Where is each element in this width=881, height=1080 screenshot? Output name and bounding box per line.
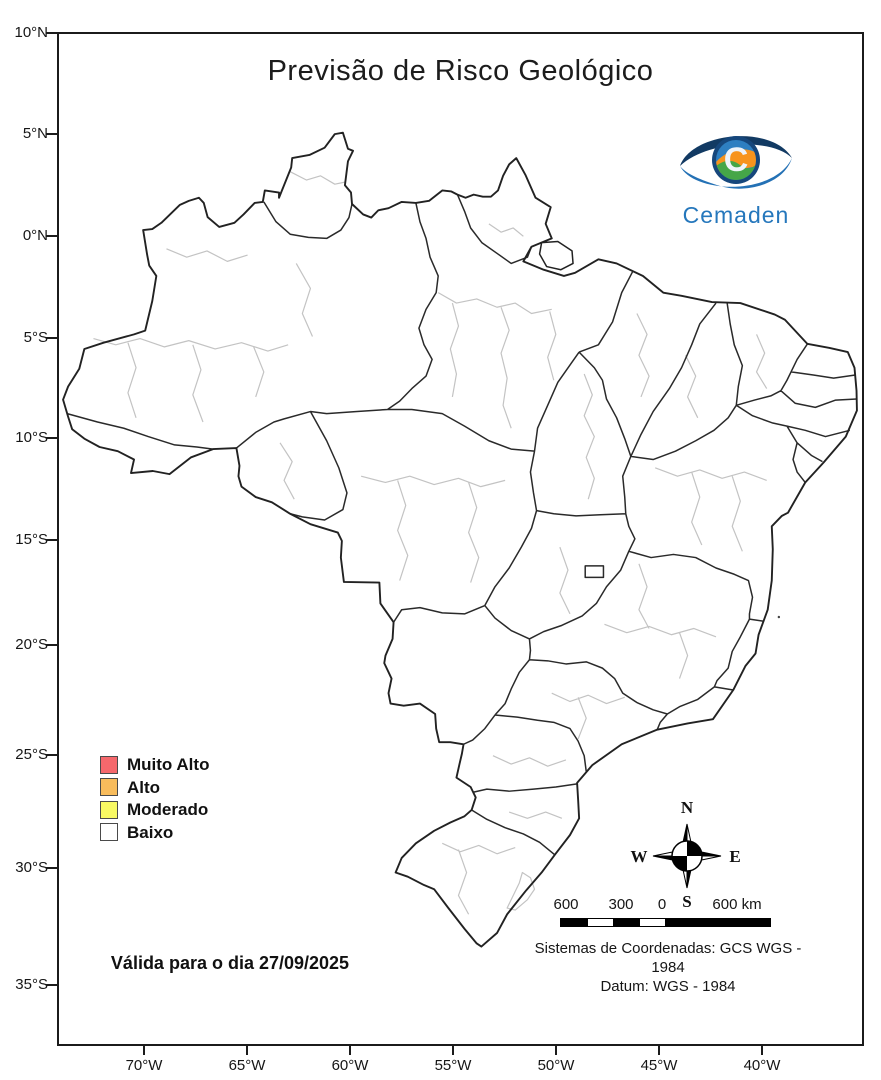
lat-tick xyxy=(46,437,57,439)
alto-label: Alto xyxy=(127,777,161,797)
lat-tick xyxy=(46,539,57,541)
lon-tick xyxy=(143,1046,145,1055)
moderado-label: Moderado xyxy=(127,800,209,819)
cemaden-logo-text: Cemaden xyxy=(682,202,790,228)
compass-w: W xyxy=(630,847,648,866)
datum-line: Datum: WGS - 1984 xyxy=(600,978,736,995)
risk-legend: Muito Alto Alto Moderado Baixo xyxy=(100,755,209,845)
lon-tick xyxy=(761,1046,763,1055)
cemaden-logo: C Cemaden xyxy=(668,122,804,228)
lon-tick xyxy=(555,1046,557,1055)
svg-text:C: C xyxy=(724,141,749,179)
lon-label-60w: 60°W xyxy=(331,1057,369,1074)
scale-segment xyxy=(613,918,640,927)
lon-tick xyxy=(246,1046,248,1055)
compass-n: N xyxy=(680,798,694,817)
lat-tick xyxy=(46,337,57,339)
scale-segment xyxy=(639,918,666,927)
lat-tick xyxy=(46,984,57,986)
lat-tick xyxy=(46,644,57,646)
muito-alto-label: Muito Alto xyxy=(127,755,210,774)
scale-label-600-km: 600 km xyxy=(712,896,762,913)
scale-segment xyxy=(560,918,588,927)
baixo-swatch xyxy=(100,823,118,841)
baixo-label: Baixo xyxy=(127,822,174,842)
lon-tick xyxy=(452,1046,454,1055)
scale-label-300: 300 xyxy=(608,896,634,913)
lat-label-0n: 0°N xyxy=(22,227,48,244)
country-fill xyxy=(63,132,857,947)
alto-swatch xyxy=(100,778,118,796)
lon-label-55w: 55°W xyxy=(434,1057,472,1074)
lat-tick xyxy=(46,867,57,869)
validity-date-text: Válida para o dia 27/09/2025 xyxy=(110,953,350,973)
country-outline xyxy=(63,133,857,947)
moderado-swatch xyxy=(100,800,118,819)
lat-label-20s: 20°S xyxy=(15,636,48,653)
legend-item-moderado: Moderado xyxy=(100,800,209,819)
lon-tick xyxy=(658,1046,660,1055)
lat-tick xyxy=(46,133,57,135)
cemaden-eye-icon: C xyxy=(680,136,792,189)
lat-label-10s: 10°S xyxy=(15,429,48,446)
coordinate-system-notes: Sistemas de Coordenadas: GCS WGS - 1984 … xyxy=(518,939,818,996)
legend-item-baixo: Baixo xyxy=(100,823,209,842)
coordinate-system-line: Sistemas de Coordenadas: GCS WGS - 1984 xyxy=(534,940,802,976)
lat-label-5s: 5°S xyxy=(23,329,48,346)
scale-segment xyxy=(665,918,771,927)
lon-label-50w: 50°W xyxy=(537,1057,575,1074)
lat-tick xyxy=(46,32,57,34)
scale-bar: 600 300 0 600 km xyxy=(540,896,790,942)
municipal-borders xyxy=(93,172,766,915)
lon-label-65w: 65°W xyxy=(228,1057,266,1074)
legend-item-muito-alto: Muito Alto xyxy=(100,755,209,774)
compass-e: E xyxy=(729,847,741,866)
lat-label-10n: 10°N xyxy=(14,24,48,41)
lat-label-15s: 15°S xyxy=(15,531,48,548)
lat-label-5n: 5°N xyxy=(22,125,48,142)
offshore-island-dot xyxy=(777,615,781,619)
muito-alto-swatch xyxy=(100,755,118,774)
compass-s: S xyxy=(682,892,692,911)
scale-segment xyxy=(587,918,614,927)
map-frame xyxy=(57,32,864,1046)
page-title: Previsão de Risco Geológico xyxy=(267,55,654,87)
scale-label-0: 0 xyxy=(657,896,667,913)
lon-label-40w: 40°W xyxy=(743,1057,781,1074)
lat-label-30s: 30°S xyxy=(15,859,48,876)
scale-label-600-left: 600 xyxy=(553,896,579,913)
state-borders xyxy=(67,195,857,855)
lat-label-25s: 25°S xyxy=(15,746,48,763)
north-arrow-icon xyxy=(652,823,722,889)
lat-tick xyxy=(46,235,57,237)
legend-item-alto: Alto xyxy=(100,778,209,797)
brazil-map xyxy=(59,34,862,1044)
compass-rose: N S W E xyxy=(629,798,745,916)
lat-label-35s: 35°S xyxy=(15,976,48,993)
lon-label-70w: 70°W xyxy=(125,1057,163,1074)
lon-label-45w: 45°W xyxy=(640,1057,678,1074)
lon-tick xyxy=(349,1046,351,1055)
marajo-island xyxy=(540,242,573,270)
lat-tick xyxy=(46,754,57,756)
